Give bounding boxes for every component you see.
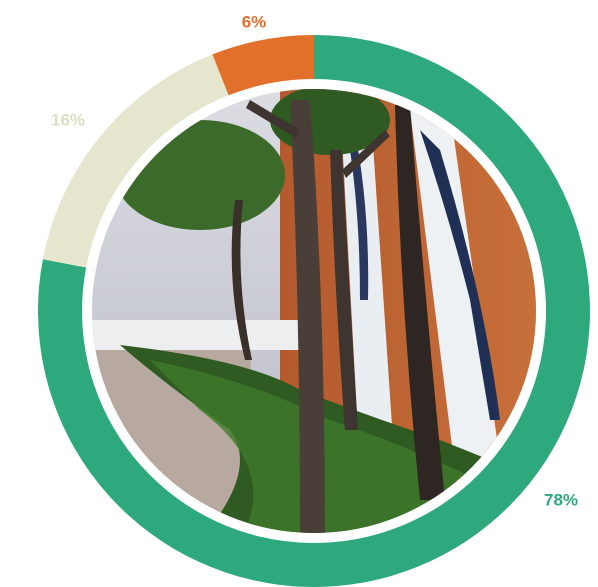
value-label: 78% bbox=[544, 490, 578, 509]
labels: 78% 16% 6% bbox=[51, 12, 578, 509]
donut-segment bbox=[212, 35, 314, 96]
value-label: 6% bbox=[242, 12, 267, 31]
donut-segment bbox=[42, 54, 229, 268]
value-label: 16% bbox=[51, 110, 85, 129]
